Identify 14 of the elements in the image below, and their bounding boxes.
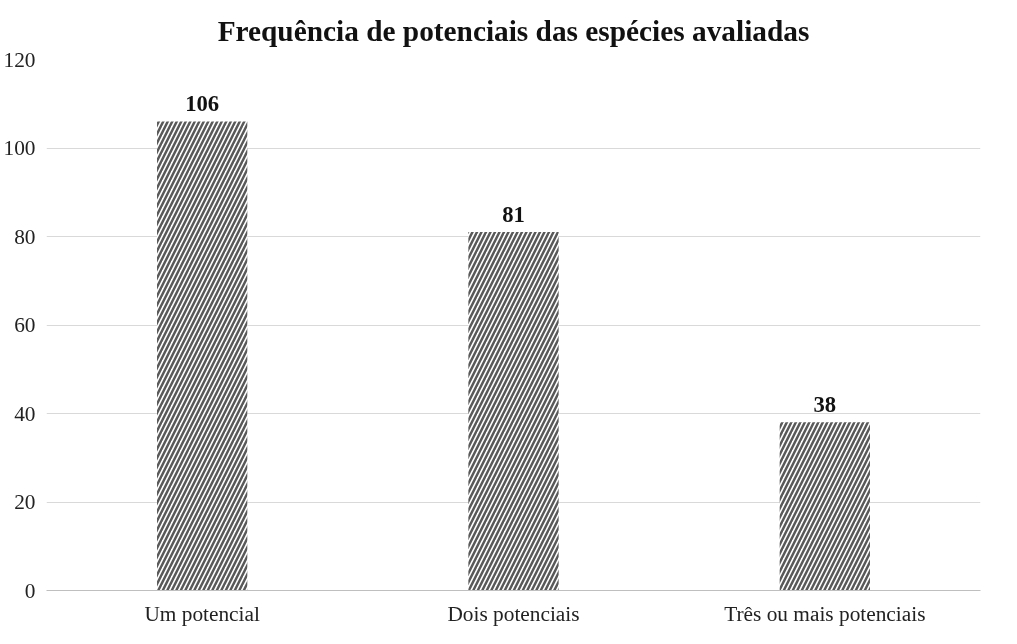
chart-title: Frequência de potenciais das espécies avaliadas — [217, 15, 810, 47]
data-label: 106 — [185, 91, 220, 117]
data-label: 81 — [502, 202, 525, 228]
y-tick-label: 40 — [14, 401, 36, 426]
x-tick-label: Dois potenciais — [447, 601, 580, 626]
x-tick-label: Um potencial — [144, 601, 260, 626]
y-tick-label: 0 — [24, 578, 36, 603]
data-label: 38 — [813, 392, 837, 418]
x-tick-label: Três ou mais potenciais — [724, 601, 926, 626]
y-tick-label: 100 — [3, 136, 36, 160]
y-tick-label: 60 — [14, 313, 36, 337]
y-tick-label: 20 — [14, 490, 36, 514]
y-tick-label: 120 — [3, 47, 36, 72]
y-tick-label: 80 — [14, 224, 36, 249]
